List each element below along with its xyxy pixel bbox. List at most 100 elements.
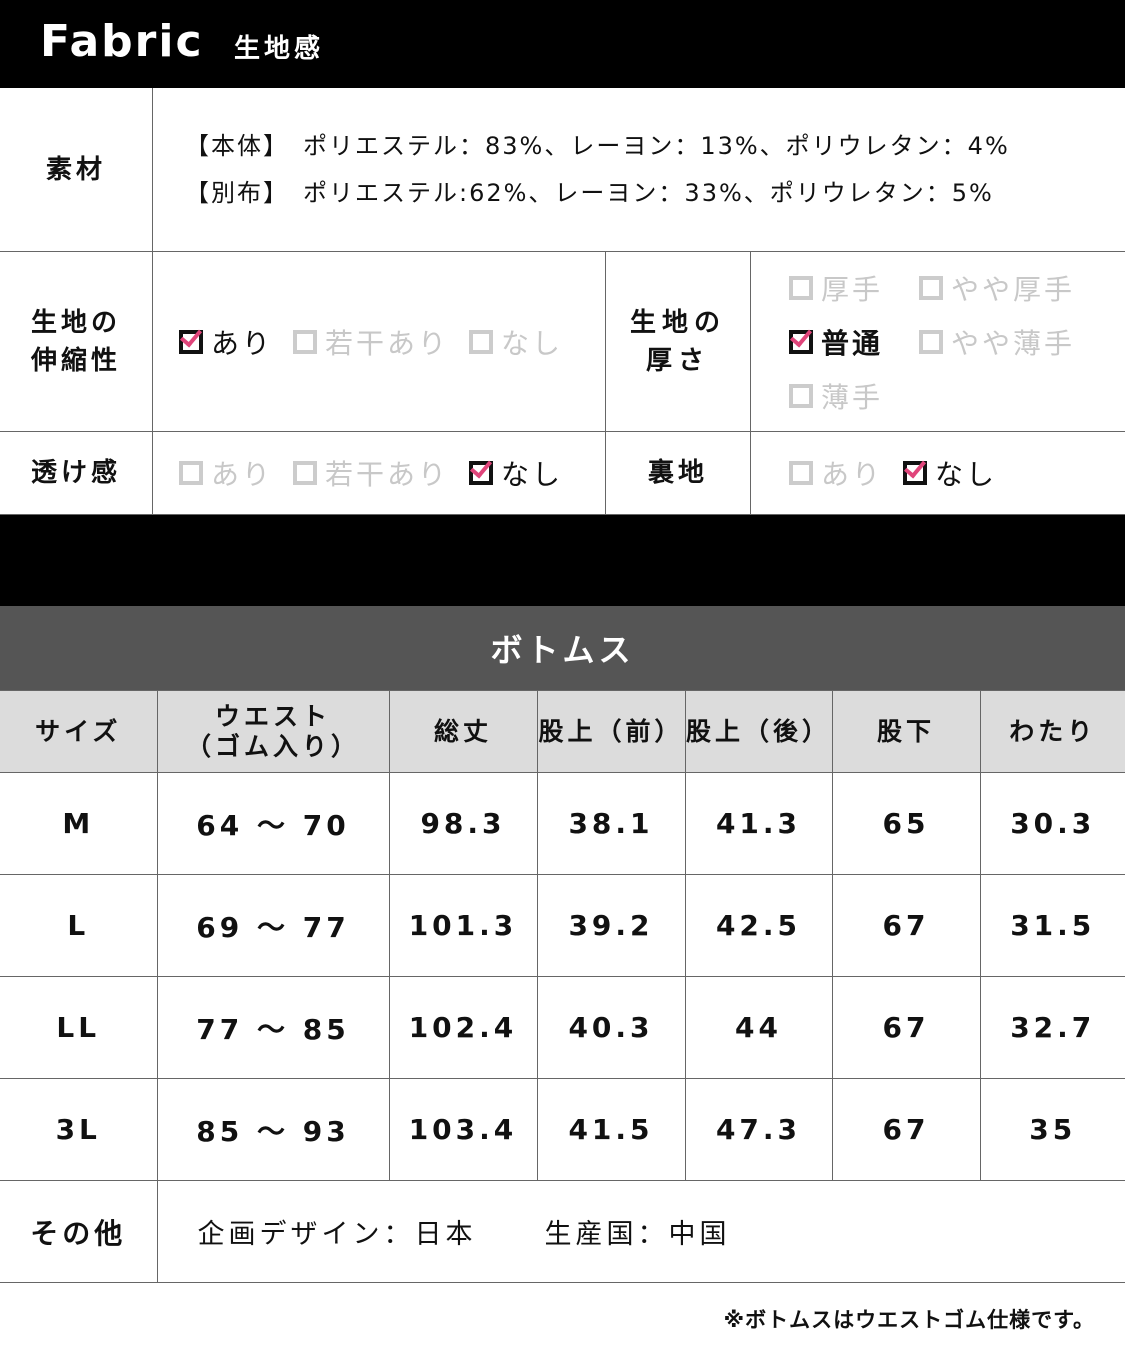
column-header: ウエスト （ゴム入り） bbox=[156, 690, 390, 773]
table-cell: 77 ～ 85 bbox=[156, 976, 390, 1079]
footnote: ※ボトムスはウエストゴム仕様です。 bbox=[723, 1308, 1095, 1332]
unchecked-box-icon bbox=[789, 461, 813, 485]
table-cell: 41.5 bbox=[536, 1078, 686, 1181]
material-line-other: 【別布】 ポリエステル:62%、レーヨン：33%、ポリウレタン：5% bbox=[185, 178, 994, 207]
table-cell: 44 bbox=[684, 976, 833, 1079]
unchecked-box-icon bbox=[469, 329, 494, 354]
table-cell: M bbox=[0, 772, 158, 875]
fabric-header: Fabric 生地感 bbox=[0, 0, 1125, 88]
table-row: LL 77 ～ 85 102.4 40.3 44 67 32.7 bbox=[0, 976, 1125, 1079]
table-cell: 40.3 bbox=[536, 976, 686, 1079]
option-label: なし bbox=[935, 458, 998, 491]
checkbox-option[interactable]: あり bbox=[789, 453, 883, 493]
material-line-body: 【本体】 ポリエステル：83%、レーヨン：13%、ポリウレタン：4% bbox=[185, 131, 1010, 160]
table-cell: 35 bbox=[979, 1078, 1125, 1181]
table-cell: 42.5 bbox=[684, 874, 833, 977]
checkbox-option[interactable]: あり bbox=[179, 322, 273, 362]
column-header: 股上（後） bbox=[684, 690, 833, 773]
option-label: 薄手 bbox=[821, 380, 884, 414]
table-cell: 32.7 bbox=[979, 976, 1125, 1079]
sheer-label: 透け感 bbox=[0, 432, 153, 515]
unchecked-box-icon bbox=[293, 329, 318, 354]
table-cell: 98.3 bbox=[388, 772, 538, 875]
unchecked-box-icon bbox=[293, 461, 318, 485]
column-header: 股下 bbox=[831, 690, 981, 773]
other-row: その他 企画デザイン：日本 生産国：中国 bbox=[0, 1180, 1125, 1283]
column-header: 総丈 bbox=[388, 690, 538, 773]
checkbox-option[interactable]: 普通 bbox=[789, 322, 919, 362]
material-label: 素材 bbox=[0, 88, 153, 252]
checkbox-option[interactable]: なし bbox=[469, 453, 563, 493]
table-cell: 30.3 bbox=[979, 772, 1125, 875]
option-label: あり bbox=[821, 458, 884, 491]
option-label: なし bbox=[501, 458, 564, 491]
option-label: なし bbox=[501, 326, 564, 360]
table-cell: 47.3 bbox=[684, 1078, 833, 1181]
unchecked-box-icon bbox=[919, 275, 943, 300]
material-value: 【本体】 ポリエステル：83%、レーヨン：13%、ポリウレタン：4% 【別布】 … bbox=[0, 88, 1125, 252]
checkbox-option[interactable]: あり bbox=[179, 453, 273, 493]
unchecked-box-icon bbox=[789, 383, 813, 408]
design-origin: 企画デザイン：日本 bbox=[197, 1219, 477, 1250]
lining-options: あり なし bbox=[751, 432, 1125, 515]
unchecked-box-icon bbox=[919, 329, 943, 354]
checkbox-option[interactable]: 薄手 bbox=[789, 376, 919, 416]
waist-header-line: ウエスト bbox=[214, 701, 331, 731]
column-header: 股上（前） bbox=[536, 690, 686, 773]
column-header: わたり bbox=[979, 690, 1125, 773]
lining-label: 裏地 bbox=[606, 432, 751, 515]
divider-band bbox=[0, 515, 1125, 606]
table-cell: 85 ～ 93 bbox=[156, 1078, 390, 1181]
checked-box-icon bbox=[469, 461, 494, 485]
checkbox-option[interactable]: 若干あり bbox=[293, 322, 449, 362]
checkbox-option[interactable]: 若干あり bbox=[293, 453, 449, 493]
table-row: M 64 ～ 70 98.3 38.1 41.3 65 30.3 bbox=[0, 772, 1125, 875]
other-value: 企画デザイン：日本 生産国：中国 bbox=[156, 1180, 1125, 1283]
option-label: 若干あり bbox=[325, 458, 450, 491]
table-cell: 39.2 bbox=[536, 874, 686, 977]
table-row: L 69 ～ 77 101.3 39.2 42.5 67 31.5 bbox=[0, 874, 1125, 977]
table-cell: 67 bbox=[831, 874, 981, 977]
option-label: 厚手 bbox=[821, 272, 884, 306]
option-label: あり bbox=[211, 458, 274, 491]
table-cell: 65 bbox=[831, 772, 981, 875]
size-table: サイズ ウエスト （ゴム入り） 総丈 股上（前） 股上（後） 股下 わたり M 64 ～ 70 9… bbox=[0, 690, 1125, 1283]
table-cell: 3L bbox=[0, 1078, 158, 1181]
sheer-options: あり 若干あり なし bbox=[153, 432, 606, 515]
checked-box-icon bbox=[789, 329, 813, 354]
checkbox-option[interactable]: なし bbox=[903, 453, 997, 493]
option-label: やや薄手 bbox=[951, 326, 1076, 360]
size-table-title: ボトムス bbox=[0, 606, 1125, 690]
header-title-jp: 生地感 bbox=[234, 34, 325, 64]
checked-box-icon bbox=[903, 461, 928, 485]
unchecked-box-icon bbox=[789, 275, 813, 300]
thickness-options: 厚手 やや厚手普通 やや薄手薄手 bbox=[751, 252, 1125, 432]
column-header: サイズ bbox=[0, 690, 158, 773]
option-label: あり bbox=[211, 326, 274, 360]
thickness-label: 生地の 厚さ bbox=[606, 252, 751, 432]
checkbox-option[interactable]: 厚手 bbox=[789, 268, 919, 308]
checkbox-option[interactable]: やや厚手 bbox=[919, 268, 1109, 308]
checked-box-icon bbox=[179, 329, 203, 354]
table-cell: 103.4 bbox=[388, 1078, 538, 1181]
production-country: 生産国：中国 bbox=[544, 1219, 731, 1250]
table-cell: 102.4 bbox=[388, 976, 538, 1079]
option-label: やや厚手 bbox=[951, 272, 1076, 306]
table-cell: 69 ～ 77 bbox=[156, 874, 390, 977]
header-title-en: Fabric bbox=[40, 16, 204, 67]
unchecked-box-icon bbox=[179, 461, 203, 485]
option-label: 若干あり bbox=[325, 326, 450, 360]
table-cell: 64 ～ 70 bbox=[156, 772, 390, 875]
stretch-label: 生地の 伸縮性 bbox=[0, 252, 153, 432]
option-label: 普通 bbox=[821, 326, 884, 360]
table-cell: 31.5 bbox=[979, 874, 1125, 977]
checkbox-option[interactable]: やや薄手 bbox=[919, 322, 1109, 362]
table-cell: 38.1 bbox=[536, 772, 686, 875]
table-cell: 101.3 bbox=[388, 874, 538, 977]
stretch-options: あり 若干あり なし bbox=[153, 252, 606, 432]
table-cell: 67 bbox=[831, 1078, 981, 1181]
table-row: 3L 85 ～ 93 103.4 41.5 47.3 67 35 bbox=[0, 1078, 1125, 1181]
table-cell: LL bbox=[0, 976, 158, 1079]
other-label: その他 bbox=[0, 1180, 158, 1283]
checkbox-option[interactable]: なし bbox=[469, 322, 563, 362]
